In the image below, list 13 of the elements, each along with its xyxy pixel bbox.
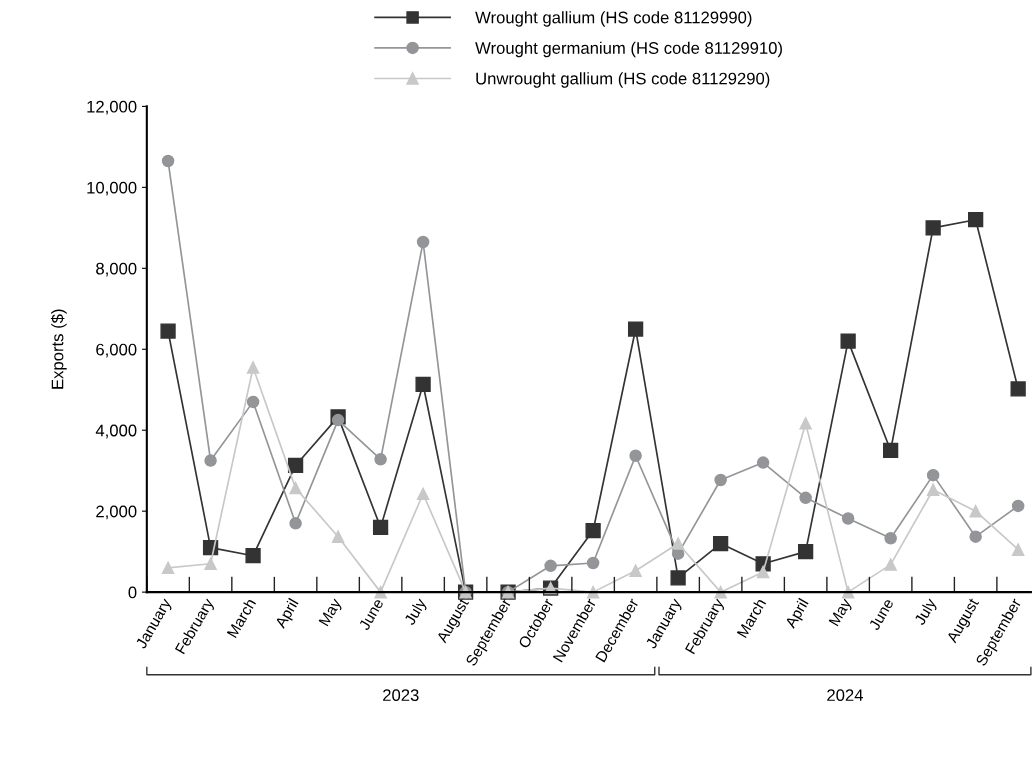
- text: 2024: [827, 689, 863, 702]
- legend-label: Wrought germanium (HS code 81129910): [475, 41, 782, 58]
- legend-label: Wrought gallium (HS code 81129990): [475, 11, 752, 27]
- y-tick-label: 10,000: [87, 181, 137, 196]
- y-tick-label: 4,000: [95, 424, 137, 439]
- y-tick-label: 8,000: [96, 262, 137, 277]
- y-tick-label: 6,000: [96, 343, 137, 358]
- y-tick-label: 2,000: [96, 505, 137, 520]
- y-axis-title: Exports ($): [50, 309, 67, 389]
- y-tick-label: 0: [128, 586, 137, 599]
- legend-label: Unwrought gallium (HS code 81129290): [476, 72, 770, 88]
- y-tick-label: 12,000: [87, 100, 137, 115]
- text: 2023: [383, 689, 419, 702]
